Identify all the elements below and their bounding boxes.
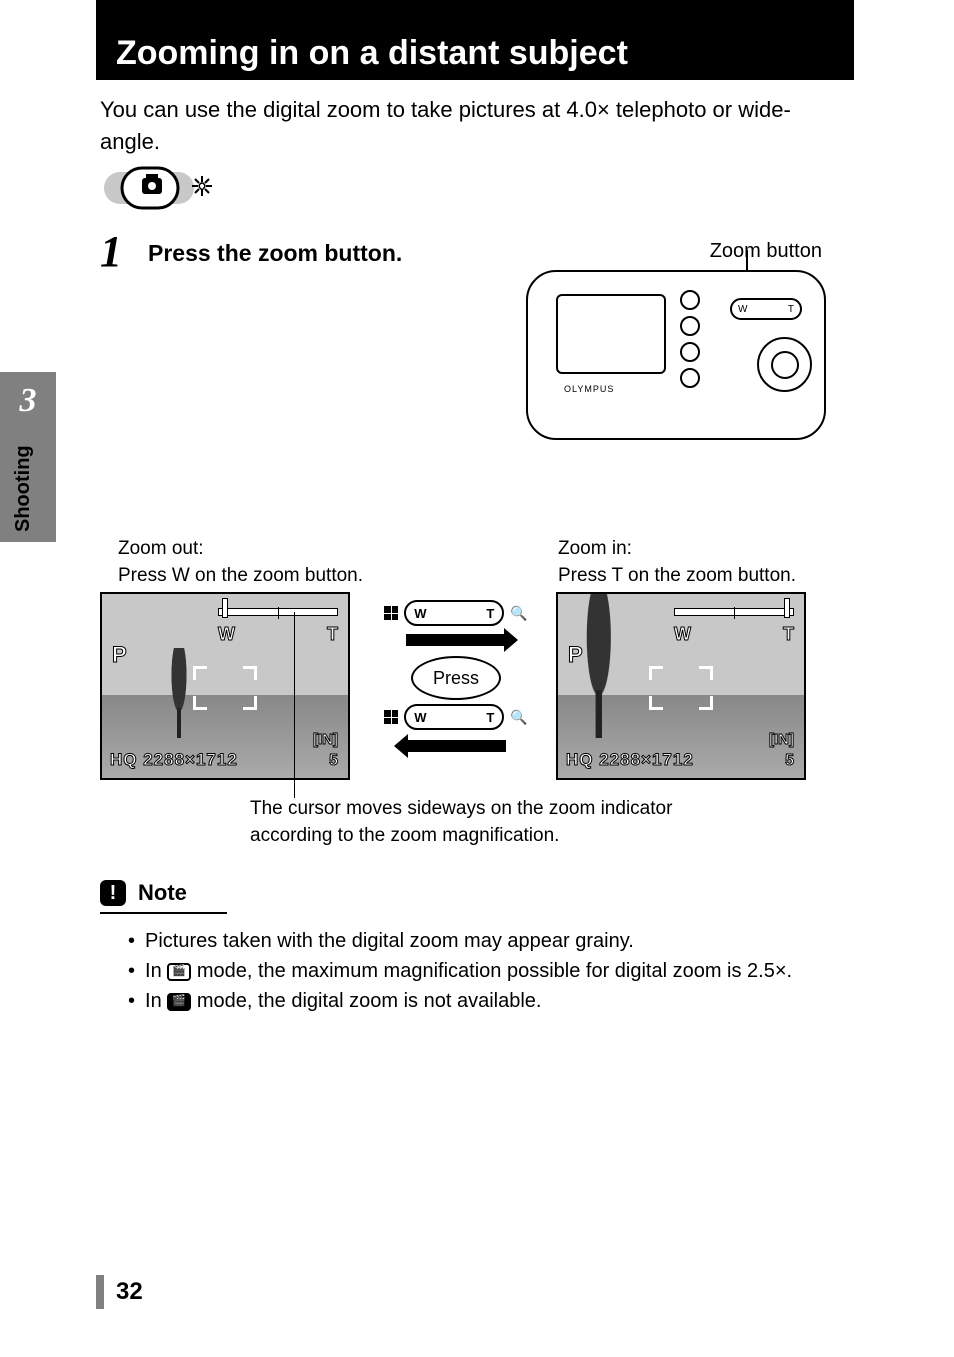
program-mode-label: P: [568, 642, 583, 668]
page-number-bar: 32: [96, 1275, 143, 1309]
focus-brackets-icon: [649, 666, 713, 710]
shots-remaining: 5: [785, 752, 794, 770]
zoom-out-label: Zoom out: Press W on the zoom button.: [118, 536, 363, 589]
t-label: T: [783, 624, 794, 645]
note-list: Pictures taken with the digital zoom may…: [128, 926, 828, 1016]
center-zoom-controls: WT 🔍 Press WT 🔍: [374, 600, 538, 752]
camera-logo-text: OLYMPUS: [564, 384, 614, 394]
magnifier-icon: 🔍: [510, 709, 527, 726]
lcd-preview-tele: W T P HQ 2288×1712 [IN] 5: [556, 592, 806, 780]
note-title: Note: [138, 880, 187, 906]
cursor-callout-line: [294, 612, 295, 798]
w-label: W: [674, 624, 691, 645]
manual-page: Zooming in on a distant subject You can …: [0, 0, 954, 1357]
mode-icons: [100, 160, 240, 217]
note-header: ! Note: [100, 880, 227, 914]
underwater-movie-mode-icon: 🎬: [167, 993, 191, 1011]
memory-in-label: [IN]: [313, 731, 338, 748]
zoom-switch-graphic: WT: [404, 600, 504, 626]
zoom-out-instruction: Press W on the zoom button.: [118, 565, 363, 586]
note-item: Pictures taken with the digital zoom may…: [128, 926, 828, 956]
note-item: In 🎬 mode, the digital zoom is not avail…: [128, 986, 828, 1016]
intro-text: You can use the digital zoom to take pic…: [100, 94, 840, 158]
side-tab: 3 Shooting: [0, 372, 56, 542]
step-number: 1: [100, 226, 122, 277]
w-label: W: [218, 624, 235, 645]
camera-zoom-switch-icon: WT: [730, 298, 802, 320]
zoom-out-heading: Zoom out:: [118, 538, 204, 559]
focus-brackets-icon: [193, 666, 257, 710]
note-icon: !: [100, 880, 126, 906]
note-item: In 🎬 mode, the maximum magnification pos…: [128, 956, 828, 986]
resolution-label: HQ 2288×1712: [110, 750, 238, 770]
magnifier-icon: 🔍: [510, 605, 527, 622]
chapter-number: 3: [20, 382, 37, 420]
zoom-in-label: Zoom in: Press T on the zoom button.: [558, 536, 796, 589]
wide-grid-icon: [384, 710, 398, 724]
title-bar: Zooming in on a distant subject: [96, 26, 854, 80]
page-number: 32: [116, 1278, 143, 1306]
memory-in-label: [IN]: [769, 731, 794, 748]
lcd-preview-wide: W T P HQ 2288×1712 [IN] 5: [100, 592, 350, 780]
zoom-in-instruction: Press T on the zoom button.: [558, 565, 796, 586]
chapter-label: Shooting: [12, 445, 35, 532]
movie-mode-icon: 🎬: [167, 963, 191, 981]
arrow-left-icon: [406, 740, 506, 752]
wide-grid-icon: [384, 606, 398, 620]
zoom-cursor-icon: [222, 598, 228, 618]
t-label: T: [327, 624, 338, 645]
shots-remaining: 5: [329, 752, 338, 770]
resolution-label: HQ 2288×1712: [566, 750, 694, 770]
step-instruction: Press the zoom button.: [148, 240, 402, 267]
press-label-bubble: Press: [411, 656, 501, 700]
camera-illustration: OLYMPUS WT: [526, 270, 846, 470]
zoom-indicator-bar: [218, 604, 338, 620]
program-mode-label: P: [112, 642, 127, 668]
arrow-right-icon: [406, 634, 506, 646]
cursor-explanation: The cursor moves sideways on the zoom in…: [250, 796, 680, 849]
zoom-indicator-bar: [674, 604, 794, 620]
zoom-in-heading: Zoom in:: [558, 538, 632, 559]
zoom-cursor-icon: [784, 598, 790, 618]
zoom-switch-graphic: WT: [404, 704, 504, 730]
zoom-button-callout: Zoom button: [710, 240, 822, 263]
page-title: Zooming in on a distant subject: [116, 34, 628, 73]
